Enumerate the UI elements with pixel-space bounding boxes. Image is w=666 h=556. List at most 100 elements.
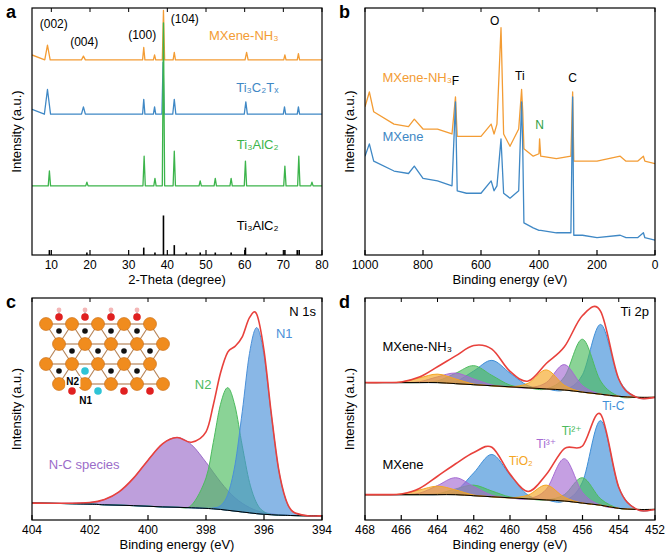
- x-tick: [128, 250, 129, 255]
- x-tick: [167, 250, 168, 255]
- x-tick: [481, 8, 482, 12]
- series-label: Ti₃AlC₂: [237, 218, 279, 233]
- component-label: N1: [276, 326, 293, 341]
- x-tick: [618, 515, 619, 520]
- x-tick-label: 70: [277, 258, 291, 272]
- ti-atom: [157, 338, 170, 351]
- group-label: MXene: [382, 457, 423, 472]
- x-tick-label: 400: [529, 258, 549, 272]
- x-tick-label: 458: [536, 523, 556, 537]
- x-tick: [364, 250, 365, 255]
- x-tick-label: 50: [199, 258, 213, 272]
- y-axis-title: Intensity (a.u.): [342, 368, 357, 450]
- pattern-line: [365, 97, 655, 240]
- ti-atom: [79, 338, 92, 351]
- x-tick: [597, 8, 598, 12]
- carbon-atom: [69, 348, 75, 354]
- reference-stick: [143, 248, 145, 255]
- annotation: (104): [171, 12, 199, 26]
- x-tick: [283, 250, 284, 255]
- component-area: [365, 370, 655, 398]
- x-tick-label: 10: [45, 258, 59, 272]
- background-line: [365, 382, 655, 397]
- annotation: N: [535, 118, 544, 132]
- panel-letter: b: [339, 2, 350, 22]
- x-tick-label: 452: [645, 523, 665, 537]
- h-atom: [109, 308, 114, 313]
- x-tick: [205, 515, 206, 520]
- pattern-line: [32, 10, 322, 59]
- plot-area: [32, 10, 322, 255]
- ti-atom: [92, 358, 105, 371]
- label-patch: [65, 376, 80, 387]
- x-tick-label: 454: [609, 523, 629, 537]
- x-tick-label: 466: [391, 523, 411, 537]
- x-tick-label: 600: [471, 258, 491, 272]
- x-tick: [147, 515, 148, 520]
- x-tick-label: 20: [83, 258, 97, 272]
- carbon-atom: [134, 328, 140, 334]
- series-label: Ti₃AlC₂: [237, 137, 279, 152]
- o-atom: [68, 387, 76, 395]
- x-tick-label: 404: [22, 523, 42, 537]
- ti-atom: [92, 318, 105, 331]
- carbon-atom: [147, 348, 153, 354]
- ti-atom: [131, 338, 144, 351]
- x-tick: [264, 298, 265, 302]
- plot-area: [365, 28, 655, 240]
- envelope-line: [365, 306, 655, 398]
- ti-atom: [66, 318, 79, 331]
- o-atom: [120, 387, 128, 395]
- x-tick: [437, 515, 438, 520]
- x-tick: [364, 515, 365, 520]
- carbon-atom: [56, 328, 62, 334]
- component-area: [365, 324, 655, 398]
- x-tick: [244, 8, 245, 12]
- background-line: [32, 503, 322, 516]
- h-atom: [57, 308, 62, 313]
- annotation: Ti: [515, 69, 525, 83]
- x-axis-title: Binding energy (eV): [120, 537, 235, 552]
- envelope-line: [365, 413, 655, 511]
- x-tick-label: 400: [138, 523, 158, 537]
- x-tick-label: 800: [413, 258, 433, 272]
- ti-atom: [118, 318, 131, 331]
- x-tick: [618, 298, 619, 302]
- reference-stick: [296, 250, 298, 255]
- x-tick: [167, 8, 168, 12]
- x-tick: [654, 515, 655, 520]
- reference-stick: [163, 215, 165, 255]
- component-label: TiO₂: [509, 454, 533, 468]
- component-area: [365, 421, 655, 511]
- h-atom: [135, 308, 140, 313]
- x-tick: [128, 8, 129, 12]
- component-label: Ti-C: [602, 399, 625, 413]
- x-tick-label: 40: [161, 258, 175, 272]
- component-label: Ti²⁺: [562, 424, 582, 438]
- reference-stick: [173, 245, 175, 255]
- component-area: [365, 478, 655, 510]
- x-tick: [365, 8, 366, 12]
- pattern-line: [32, 23, 322, 186]
- x-tick: [322, 298, 323, 302]
- annotation: (004): [70, 35, 98, 49]
- x-tick-label: 460: [500, 523, 520, 537]
- x-tick: [322, 8, 323, 12]
- x-tick-label: 456: [572, 523, 592, 537]
- x-tick: [423, 8, 424, 12]
- panel-letter: c: [6, 292, 16, 312]
- series-label: MXene: [382, 129, 423, 144]
- x-tick: [321, 250, 322, 255]
- x-tick: [31, 515, 32, 520]
- panel-letter: a: [6, 2, 17, 22]
- reference-stick: [49, 250, 51, 255]
- envelope-line: [32, 312, 322, 516]
- x-tick: [205, 250, 206, 255]
- component-area: [365, 485, 655, 509]
- panel-title: N 1s: [289, 304, 316, 319]
- x-tick: [206, 8, 207, 12]
- ti-atom: [66, 358, 79, 371]
- x-tick: [365, 298, 366, 302]
- x-tick: [510, 298, 511, 302]
- x-tick: [654, 250, 655, 255]
